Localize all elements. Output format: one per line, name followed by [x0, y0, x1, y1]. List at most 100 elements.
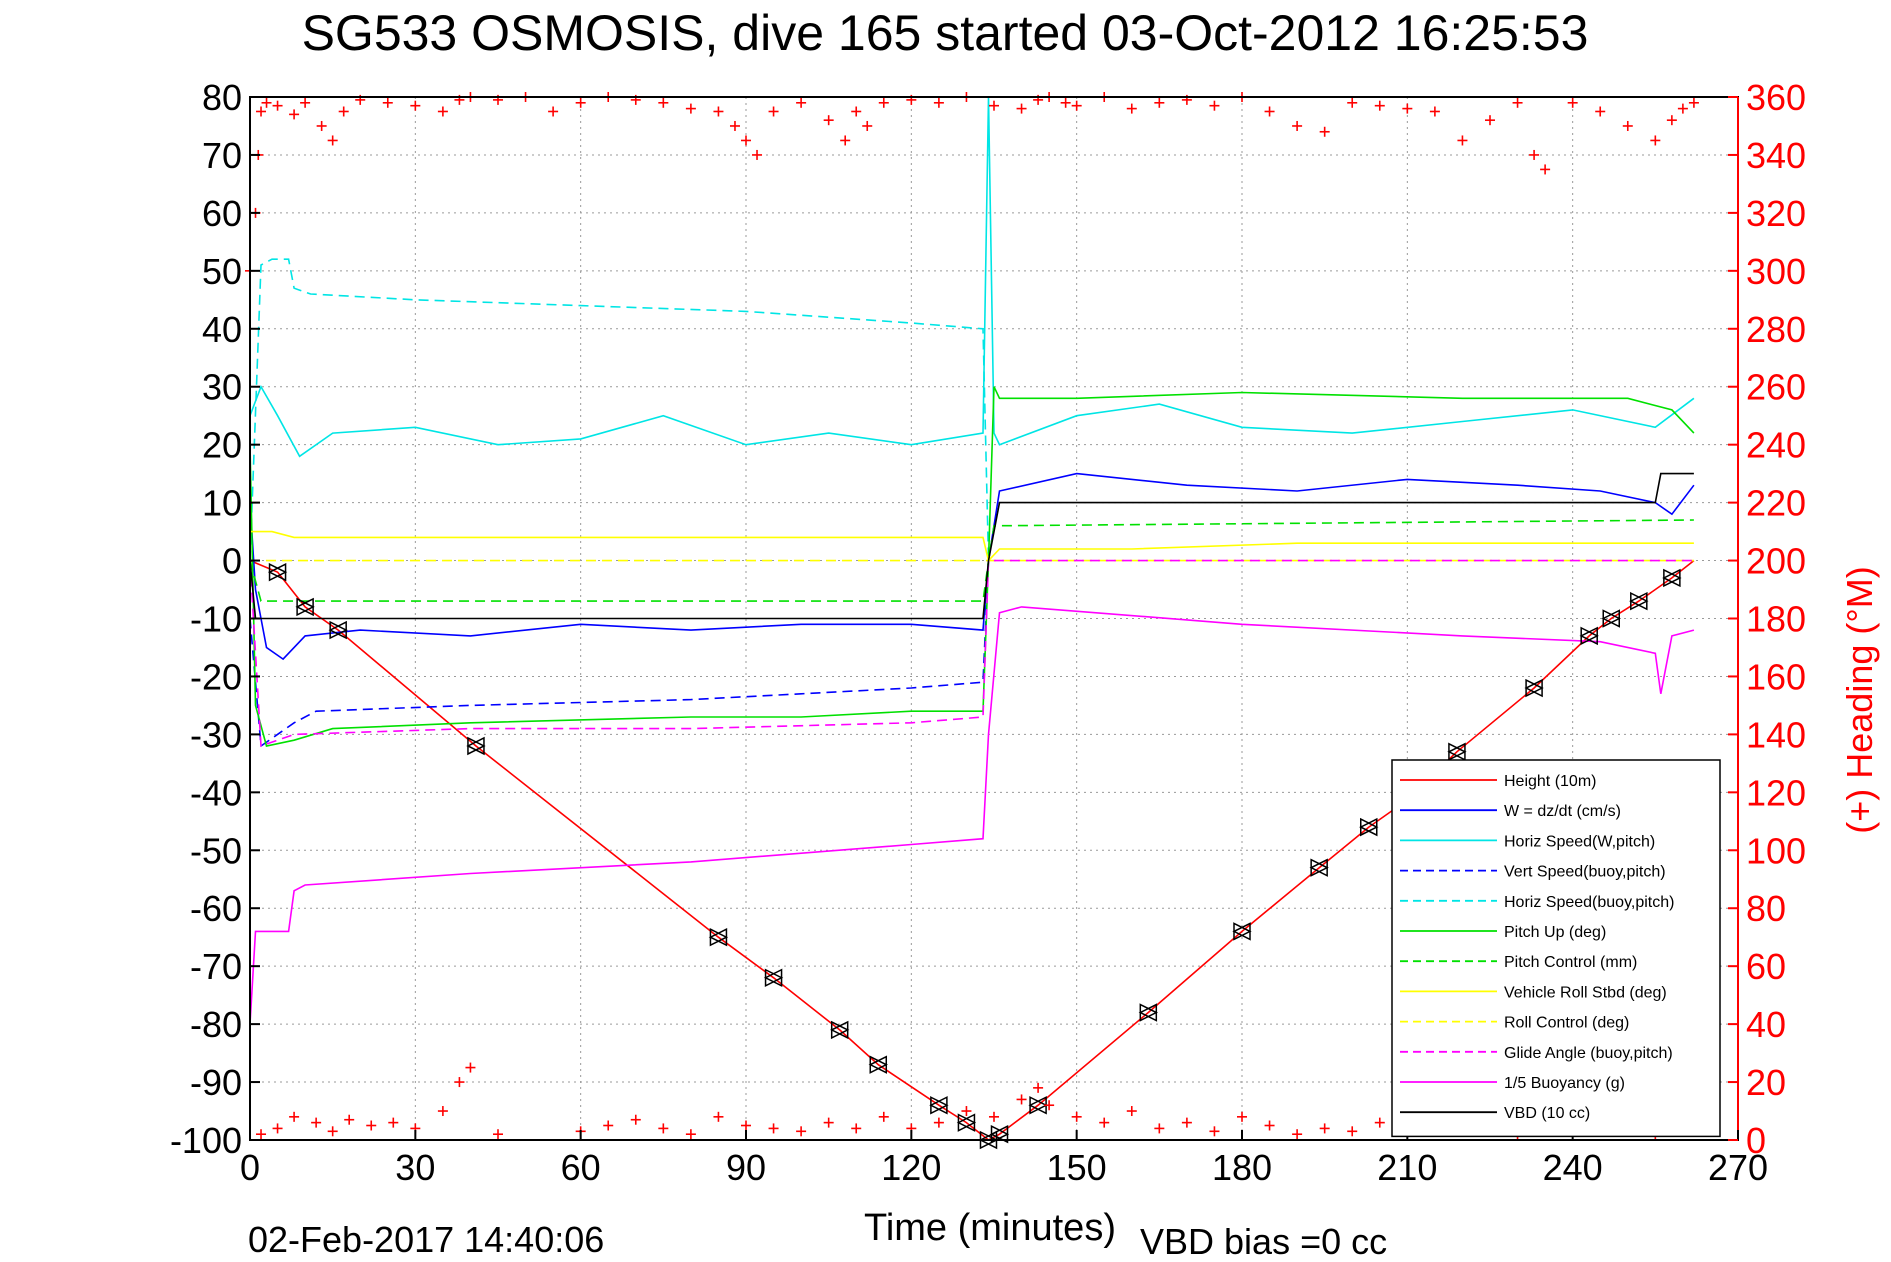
y-tick-labels: 80 70 60 50 40 30 20 10 0 -10 -20 -30 -40 -50 -60 -70 -8… — [170, 77, 242, 1161]
heading-point — [1292, 1129, 1303, 1140]
heading-point — [1154, 1123, 1165, 1134]
y-right-axis-label: (+) Heading (°M) — [1839, 566, 1880, 833]
height-marker-rev — [708, 927, 728, 947]
heading-point — [741, 135, 751, 146]
heading-point — [630, 1114, 641, 1125]
heading-point — [989, 100, 999, 111]
heading-point — [796, 1126, 807, 1137]
heading-point — [1688, 97, 1699, 108]
heading-point — [289, 109, 300, 120]
y-tick-label: 60 — [202, 193, 242, 234]
heading-point — [862, 120, 873, 131]
series-line-10 — [249, 606, 1695, 1025]
height-marker-rev — [466, 736, 485, 756]
x-tick-label: 210 — [1377, 1147, 1437, 1188]
heading-point — [961, 1106, 972, 1117]
y-right-tick-label: 20 — [1746, 1062, 1786, 1103]
footer-timestamp: 02-Feb-2017 14:40:06 — [248, 1219, 604, 1260]
heading-point — [316, 120, 327, 131]
series-line-4 — [249, 258, 990, 561]
heading-point — [465, 1062, 476, 1073]
height-marker-rev — [763, 968, 783, 987]
height-marker-rev — [1447, 742, 1466, 761]
heading-point — [1033, 1082, 1044, 1093]
heading-point — [256, 106, 267, 117]
heading-point — [1071, 100, 1082, 111]
heading-point — [1319, 1123, 1330, 1134]
y-right-tick-label: 80 — [1746, 888, 1786, 929]
x-tick-label: 180 — [1212, 1147, 1272, 1188]
y-right-tick-label: 360 — [1746, 77, 1806, 118]
y-right-tick-label: 280 — [1746, 309, 1806, 350]
chart-title: SG533 OSMOSIS, dive 165 started 03-Oct-2… — [302, 5, 1589, 61]
heading-point — [1666, 115, 1677, 126]
heading-point — [796, 97, 807, 108]
heading-point — [1677, 103, 1688, 114]
heading-point — [713, 106, 724, 117]
heading-point — [1237, 1111, 1247, 1122]
y-right-tick-label: 300 — [1746, 251, 1806, 292]
height-marker-rev — [868, 1055, 888, 1074]
heading-point — [1567, 97, 1578, 108]
heading-point — [840, 135, 851, 146]
x-tick-label: 30 — [395, 1147, 435, 1188]
heading-point — [823, 115, 834, 126]
heading-point — [741, 1120, 751, 1131]
heading-point — [272, 100, 283, 111]
heading-point — [989, 1111, 999, 1122]
heading-point — [1512, 97, 1523, 108]
heading-point — [878, 1111, 889, 1122]
heading-point — [493, 1129, 503, 1140]
heading-point — [1181, 1117, 1192, 1128]
y-tick-label: -80 — [190, 1004, 242, 1045]
legend: Height (10m) W = dz/dt (cm/s) Horiz Speed(… — [1391, 759, 1721, 1138]
height-marker-rev — [1138, 1003, 1158, 1022]
legend-label: 1/5 Buoyancy (g) — [1504, 1075, 1625, 1092]
series-line-1 — [249, 472, 1695, 661]
y-right-tick-label: 140 — [1746, 714, 1806, 755]
heading-point — [768, 1123, 779, 1134]
y-tick-label: 30 — [202, 367, 242, 408]
heading-point — [851, 1123, 862, 1134]
axes-frame — [249, 96, 1739, 1141]
y-right-tick-label: 120 — [1746, 772, 1806, 813]
heading-point — [658, 97, 669, 108]
heading-point — [933, 1117, 944, 1128]
heading-point — [658, 1123, 669, 1134]
y-right-tick-label: 260 — [1746, 367, 1806, 408]
height-marker-rev — [1579, 626, 1598, 646]
y-right-tick-label: 0 — [1746, 1120, 1766, 1161]
heading-point — [548, 106, 559, 117]
legend-label: Pitch Control (mm) — [1504, 954, 1637, 971]
y-tick-label: -10 — [190, 599, 242, 640]
y-tick-label: -90 — [190, 1062, 242, 1103]
height-marker-rev — [1629, 591, 1648, 611]
y-tick-label: -20 — [190, 656, 242, 697]
y-tick-label: 70 — [202, 135, 242, 176]
legend-label: Roll Control (deg) — [1504, 1015, 1629, 1032]
x-tick-label: 150 — [1047, 1147, 1107, 1188]
heading-point — [311, 1117, 322, 1128]
heading-point — [1292, 120, 1303, 131]
heading-point — [1595, 106, 1606, 117]
heading-point — [1347, 97, 1358, 108]
y-tick-label: 0 — [222, 541, 242, 582]
height-marker-rev — [295, 597, 314, 617]
height-marker-rev — [1359, 817, 1378, 837]
y-tick-label: -30 — [190, 714, 242, 755]
series-line-9 — [249, 559, 1694, 748]
heading-point — [1016, 103, 1027, 114]
x-tick-label: 270 — [1708, 1147, 1768, 1188]
y-tick-label: -40 — [190, 772, 242, 813]
x-tick-label: 240 — [1543, 1147, 1603, 1188]
heading-point — [752, 149, 763, 160]
y-right-tick-label: 100 — [1746, 830, 1806, 871]
y-tick-label: 40 — [202, 309, 242, 350]
heading-point — [327, 135, 338, 146]
heading-point — [713, 1111, 724, 1122]
x-tick-label: 60 — [561, 1147, 601, 1188]
heading-point — [1209, 100, 1220, 111]
legend-label: VBD (10 cc) — [1504, 1105, 1590, 1122]
x-axis-label: Time (minutes) — [864, 1207, 1116, 1249]
y-right-tick-label: 180 — [1746, 599, 1806, 640]
